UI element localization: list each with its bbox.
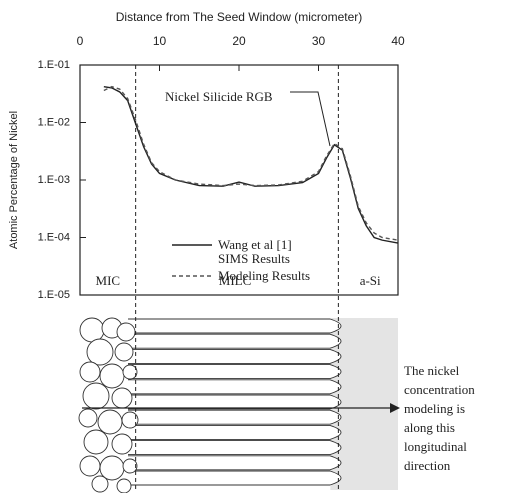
legend-label: Modeling Results bbox=[218, 268, 311, 283]
grain bbox=[86, 338, 114, 366]
grain bbox=[82, 382, 110, 410]
grain bbox=[111, 433, 133, 455]
grain-strip bbox=[128, 348, 342, 364]
legend-label: Wang et al [1] SIMS Results bbox=[218, 237, 292, 266]
arrow-head bbox=[390, 403, 400, 413]
grain bbox=[114, 342, 134, 362]
grain-strip bbox=[128, 394, 342, 410]
grain bbox=[122, 458, 138, 474]
y-tick-label: 1.E-04 bbox=[38, 231, 70, 243]
note-line: The nickel bbox=[404, 363, 460, 378]
annotation: Nickel Silicide RGB bbox=[165, 89, 273, 104]
note-line: modeling is bbox=[404, 401, 465, 416]
grain-strip bbox=[128, 318, 342, 334]
series-line bbox=[103, 85, 399, 244]
grain-strip bbox=[128, 424, 342, 440]
note-line: direction bbox=[404, 458, 451, 473]
grain bbox=[99, 363, 125, 389]
amorphous-region bbox=[330, 318, 398, 490]
y-tick-label: 1.E-01 bbox=[38, 59, 70, 71]
grain-strip bbox=[128, 333, 342, 349]
grain bbox=[79, 361, 101, 383]
x-axis-title: Distance from The Seed Window (micromete… bbox=[116, 10, 363, 24]
x-tick-label: 40 bbox=[391, 34, 405, 48]
grain bbox=[79, 317, 105, 343]
note-line: concentration bbox=[404, 382, 475, 397]
grain bbox=[83, 429, 109, 455]
y-axis-title: Atomic Percentage of Nickel bbox=[8, 111, 20, 249]
grain-strip bbox=[128, 455, 342, 471]
grain bbox=[79, 455, 101, 477]
grain bbox=[78, 408, 98, 428]
grain-diagram bbox=[78, 317, 398, 493]
grain bbox=[116, 478, 132, 493]
grain-strip bbox=[128, 364, 342, 380]
annotation-pointer bbox=[290, 91, 331, 147]
grain bbox=[122, 364, 138, 380]
grain bbox=[91, 475, 109, 493]
x-tick-label: 0 bbox=[77, 34, 84, 48]
grain-strip bbox=[128, 379, 342, 395]
grain-strip bbox=[128, 470, 342, 486]
y-tick-label: 1.E-03 bbox=[38, 174, 70, 186]
x-tick-label: 30 bbox=[312, 34, 326, 48]
grain bbox=[97, 409, 123, 435]
grain bbox=[121, 411, 139, 429]
x-tick-label: 10 bbox=[153, 34, 167, 48]
grain bbox=[116, 322, 136, 342]
y-tick-label: 1.E-05 bbox=[38, 289, 70, 301]
note-line: longitudinal bbox=[404, 439, 467, 454]
region-label: a-Si bbox=[360, 273, 381, 288]
grain-strip bbox=[128, 440, 342, 456]
note-line: along this bbox=[404, 420, 455, 435]
series-line bbox=[103, 85, 399, 241]
x-tick-label: 20 bbox=[232, 34, 246, 48]
y-tick-label: 1.E-02 bbox=[38, 116, 70, 128]
grain bbox=[111, 387, 133, 409]
region-label: MILC bbox=[219, 273, 252, 288]
grain-strip bbox=[128, 409, 342, 425]
region-label: MIC bbox=[96, 273, 121, 288]
